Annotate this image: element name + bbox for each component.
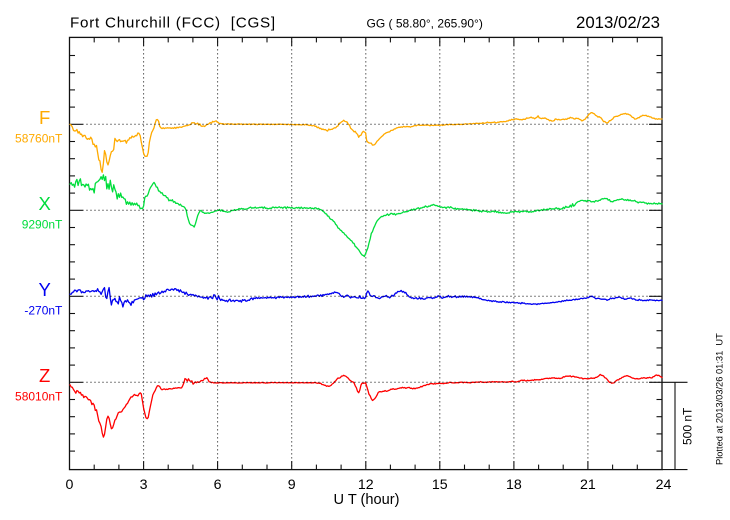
svg-text:9: 9 bbox=[288, 477, 296, 493]
svg-text:Y: Y bbox=[39, 279, 51, 300]
svg-text:3: 3 bbox=[140, 477, 148, 493]
svg-text:15: 15 bbox=[432, 477, 448, 493]
svg-text:58760nT: 58760nT bbox=[15, 132, 63, 146]
svg-text:F: F bbox=[39, 107, 50, 128]
svg-text:500 nT: 500 nT bbox=[681, 407, 695, 445]
svg-text:24: 24 bbox=[656, 477, 672, 493]
svg-text:U T (hour): U T (hour) bbox=[334, 492, 400, 508]
svg-text:Z: Z bbox=[39, 365, 50, 386]
svg-text:Plotted at 2013/03/26 01:31 U: Plotted at 2013/03/26 01:31 UT bbox=[715, 333, 725, 465]
svg-text:-270nT: -270nT bbox=[24, 304, 63, 318]
svg-text:12: 12 bbox=[358, 477, 374, 493]
svg-text:6: 6 bbox=[214, 477, 222, 493]
svg-text:9290nT: 9290nT bbox=[22, 218, 63, 232]
svg-text:58010nT: 58010nT bbox=[15, 390, 63, 404]
svg-text:2013/02/23: 2013/02/23 bbox=[576, 13, 660, 32]
svg-text:0: 0 bbox=[66, 477, 74, 493]
svg-text:X: X bbox=[39, 193, 51, 214]
svg-text:GG ( 58.80°, 265.90°): GG ( 58.80°, 265.90°) bbox=[367, 17, 483, 31]
svg-text:18: 18 bbox=[506, 477, 522, 493]
svg-text:Fort Churchill (FCC) [CGS]: Fort Churchill (FCC) [CGS] bbox=[70, 15, 276, 32]
svg-text:21: 21 bbox=[580, 477, 596, 493]
